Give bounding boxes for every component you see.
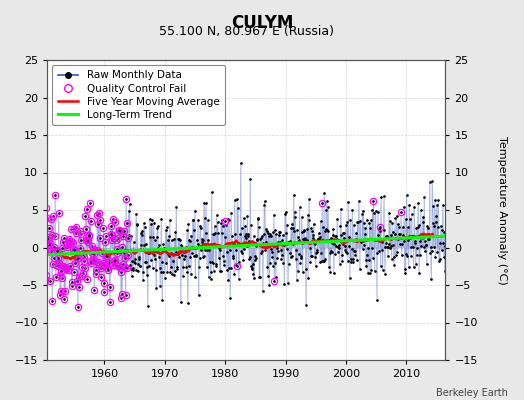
- Text: Berkeley Earth: Berkeley Earth: [436, 388, 508, 398]
- Text: CULYM: CULYM: [231, 14, 293, 32]
- Y-axis label: Temperature Anomaly (°C): Temperature Anomaly (°C): [497, 136, 507, 284]
- Title: 55.100 N, 80.967 E (Russia): 55.100 N, 80.967 E (Russia): [159, 25, 334, 38]
- Legend: Raw Monthly Data, Quality Control Fail, Five Year Moving Average, Long-Term Tren: Raw Monthly Data, Quality Control Fail, …: [52, 65, 225, 125]
